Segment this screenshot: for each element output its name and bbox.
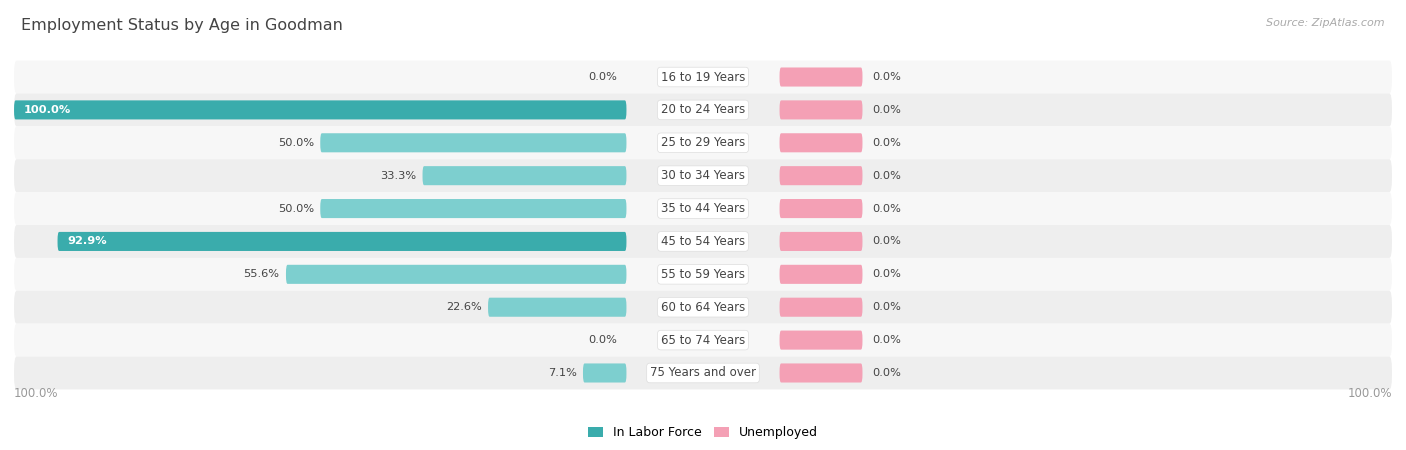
Text: 0.0%: 0.0%: [872, 302, 901, 312]
FancyBboxPatch shape: [14, 258, 1392, 291]
FancyBboxPatch shape: [321, 199, 627, 218]
FancyBboxPatch shape: [779, 166, 862, 185]
FancyBboxPatch shape: [488, 298, 627, 317]
FancyBboxPatch shape: [779, 265, 862, 284]
FancyBboxPatch shape: [779, 100, 862, 119]
Text: 0.0%: 0.0%: [872, 203, 901, 214]
FancyBboxPatch shape: [14, 159, 1392, 192]
Text: 45 to 54 Years: 45 to 54 Years: [661, 235, 745, 248]
FancyBboxPatch shape: [14, 126, 1392, 159]
FancyBboxPatch shape: [321, 133, 627, 152]
FancyBboxPatch shape: [58, 232, 627, 251]
FancyBboxPatch shape: [779, 199, 862, 218]
Text: 100.0%: 100.0%: [14, 387, 59, 400]
FancyBboxPatch shape: [779, 68, 862, 86]
FancyBboxPatch shape: [14, 61, 1392, 94]
Text: 92.9%: 92.9%: [67, 236, 107, 247]
Text: 33.3%: 33.3%: [380, 171, 416, 180]
Text: 0.0%: 0.0%: [872, 368, 901, 378]
Text: 55.6%: 55.6%: [243, 270, 280, 279]
Text: 0.0%: 0.0%: [872, 335, 901, 345]
Text: 50.0%: 50.0%: [278, 203, 314, 214]
FancyBboxPatch shape: [779, 133, 862, 152]
FancyBboxPatch shape: [14, 324, 1392, 356]
Text: 100.0%: 100.0%: [24, 105, 70, 115]
FancyBboxPatch shape: [14, 356, 1392, 389]
Text: Source: ZipAtlas.com: Source: ZipAtlas.com: [1267, 18, 1385, 28]
Text: 55 to 59 Years: 55 to 59 Years: [661, 268, 745, 281]
FancyBboxPatch shape: [14, 291, 1392, 324]
FancyBboxPatch shape: [779, 364, 862, 382]
Text: 22.6%: 22.6%: [446, 302, 482, 312]
Text: 100.0%: 100.0%: [1347, 387, 1392, 400]
Text: 50.0%: 50.0%: [278, 138, 314, 148]
Text: 25 to 29 Years: 25 to 29 Years: [661, 136, 745, 149]
FancyBboxPatch shape: [14, 225, 1392, 258]
Text: 0.0%: 0.0%: [588, 72, 617, 82]
Legend: In Labor Force, Unemployed: In Labor Force, Unemployed: [583, 422, 823, 445]
Text: 0.0%: 0.0%: [872, 236, 901, 247]
Text: 30 to 34 Years: 30 to 34 Years: [661, 169, 745, 182]
FancyBboxPatch shape: [14, 192, 1392, 225]
Text: 7.1%: 7.1%: [548, 368, 576, 378]
Text: 0.0%: 0.0%: [872, 270, 901, 279]
Text: 16 to 19 Years: 16 to 19 Years: [661, 71, 745, 84]
Text: 35 to 44 Years: 35 to 44 Years: [661, 202, 745, 215]
FancyBboxPatch shape: [779, 331, 862, 350]
FancyBboxPatch shape: [583, 364, 627, 382]
FancyBboxPatch shape: [14, 100, 627, 119]
Text: 75 Years and over: 75 Years and over: [650, 366, 756, 379]
Text: 0.0%: 0.0%: [872, 171, 901, 180]
Text: 0.0%: 0.0%: [872, 72, 901, 82]
Text: Employment Status by Age in Goodman: Employment Status by Age in Goodman: [21, 18, 343, 33]
Text: 20 to 24 Years: 20 to 24 Years: [661, 104, 745, 117]
FancyBboxPatch shape: [423, 166, 627, 185]
Text: 0.0%: 0.0%: [872, 138, 901, 148]
FancyBboxPatch shape: [779, 232, 862, 251]
FancyBboxPatch shape: [14, 94, 1392, 126]
Text: 0.0%: 0.0%: [588, 335, 617, 345]
Text: 0.0%: 0.0%: [872, 105, 901, 115]
FancyBboxPatch shape: [285, 265, 627, 284]
Text: 60 to 64 Years: 60 to 64 Years: [661, 301, 745, 314]
FancyBboxPatch shape: [779, 298, 862, 317]
Text: 65 to 74 Years: 65 to 74 Years: [661, 333, 745, 346]
